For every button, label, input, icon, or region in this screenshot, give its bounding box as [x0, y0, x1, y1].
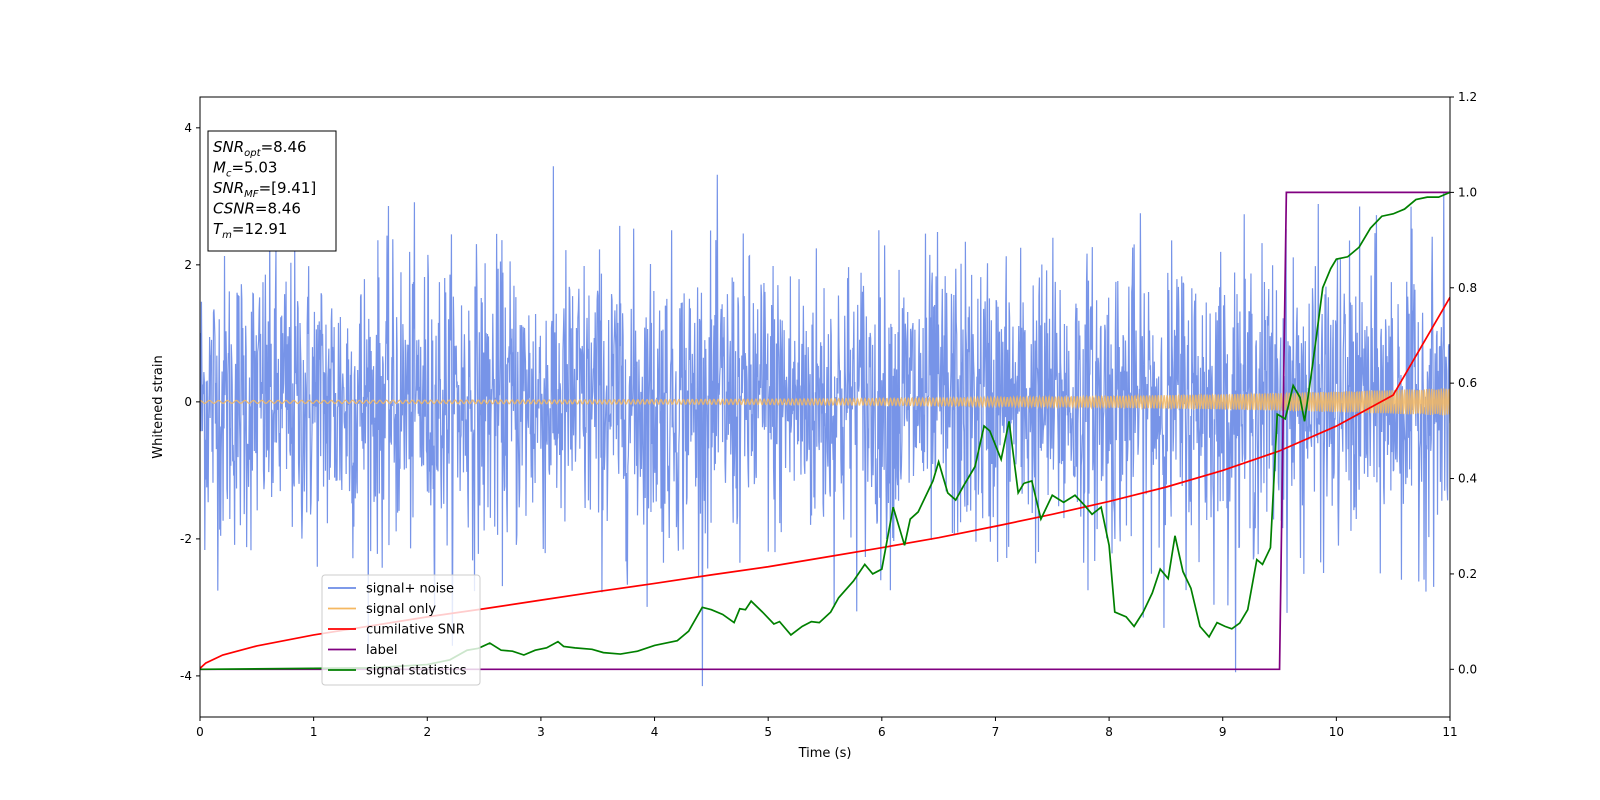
y-axis-label: Whitened strain	[151, 355, 166, 458]
info-tm-value: =12.91	[232, 220, 288, 238]
info-tm: Tm=12.91	[213, 220, 287, 241]
legend-frame	[321, 574, 481, 686]
series-line-signal-only	[200, 388, 1450, 416]
info-csnr: CSNR=8.46	[213, 200, 301, 218]
series-line-signal-statistics	[200, 191, 1450, 671]
info-snr_opt-value: =8.46	[261, 138, 307, 156]
y2-tick-label: 1.2	[1458, 90, 1477, 104]
x-tick-label: 7	[992, 725, 1000, 739]
y-tick-label: 0	[184, 395, 192, 409]
x-tick-label: 11	[1442, 725, 1457, 739]
x-tick-label: 4	[651, 725, 659, 739]
legend-label: signal only	[366, 602, 436, 617]
y2-tick-label: 0.8	[1458, 281, 1477, 295]
x-tick-label: 3	[537, 725, 545, 739]
info-snr_mf-symbol: SNR	[213, 179, 244, 197]
y-tick-label: -4	[180, 669, 192, 683]
x-tick-label: 1	[310, 725, 318, 739]
x-tick-label: 10	[1329, 725, 1344, 739]
info-snr_opt-symbol: SNR	[213, 138, 244, 156]
info-snr_opt-subscript: opt	[244, 148, 261, 159]
x-tick-label: 9	[1219, 725, 1227, 739]
y-tick-label: 4	[184, 121, 192, 135]
info-mc-symbol: M	[213, 159, 226, 177]
info-snr_mf: SNRMF=[9.41]	[213, 179, 316, 200]
info-mc-subscript: c	[226, 169, 232, 180]
info-box: SNRopt=8.46Mc=5.03SNRMF=[9.41]CSNR=8.46T…	[207, 130, 337, 252]
legend-label: label	[366, 643, 397, 658]
y2-tick-label: 1.0	[1458, 185, 1477, 199]
info-snr_opt: SNRopt=8.46	[213, 138, 307, 159]
legend: signal+ noise signal only cumilative SNR la…	[321, 574, 481, 686]
info-snr_mf-subscript: MF	[244, 189, 259, 200]
y2-tick-label: 0.4	[1458, 472, 1477, 486]
y2-tick-label: 0.2	[1458, 567, 1477, 581]
info-mc-value: =5.03	[231, 159, 277, 177]
y-tick-label: -2	[180, 532, 192, 546]
info-snr_mf-value: =[9.41]	[259, 179, 317, 197]
info-csnr-symbol: CSNR	[213, 200, 255, 218]
x-tick-label: 5	[764, 725, 772, 739]
info-box-frame	[207, 130, 337, 252]
x-axis-label: Time (s)	[798, 746, 852, 761]
info-mc: Mc=5.03	[213, 159, 277, 180]
series-line-cumulative-snr	[200, 296, 1450, 669]
plot-frame	[199, 96, 1451, 718]
y2-tick-label: 0.0	[1458, 662, 1477, 676]
series-line-label	[200, 191, 1450, 671]
x-tick-label: 6	[878, 725, 886, 739]
legend-label: cumilative SNR	[366, 623, 465, 638]
axes-layer: 0 1 2 3 4 5 6 7 8 9 10 11 -4 -2 0 2 4 0.0 0.2 0.4 0.6 0.8 1.0 1…	[180, 90, 1477, 739]
legend-label: signal+ noise	[366, 582, 454, 597]
info-tm-subscript: m	[222, 230, 232, 241]
info-csnr-value: =8.46	[255, 200, 301, 218]
series-line-signal-noise	[200, 166, 1450, 687]
y-tick-label: 2	[184, 258, 192, 272]
series-layer	[200, 166, 1450, 687]
x-tick-label: 0	[196, 725, 204, 739]
legend-label: signal statistics	[366, 664, 467, 679]
x-tick-label: 8	[1105, 725, 1113, 739]
y2-tick-label: 0.6	[1458, 376, 1477, 390]
info-tm-symbol: T	[213, 220, 224, 238]
x-tick-label: 2	[423, 725, 431, 739]
